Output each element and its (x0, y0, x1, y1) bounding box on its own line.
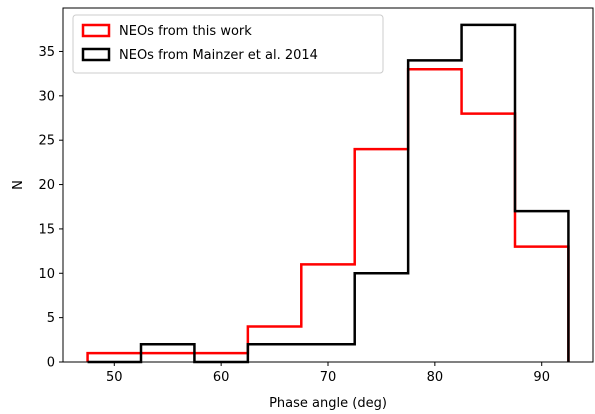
x-tick-label: 90 (533, 370, 550, 385)
y-tick-label: 30 (38, 89, 55, 104)
histogram-bin-s1-8 (515, 211, 568, 362)
x-tick-label: 60 (213, 370, 230, 385)
y-tick-label: 20 (38, 178, 55, 193)
x-tick-label: 80 (427, 370, 444, 385)
histogram-bin-s1-1 (141, 344, 194, 362)
histogram-bin-s0-2 (194, 353, 247, 362)
y-tick-label: 0 (47, 356, 55, 371)
histogram-bin-s1-3 (248, 344, 301, 362)
legend-label-0: NEOs from this work (119, 24, 252, 39)
legend-box (72, 14, 384, 74)
histogram-bin-s1-5 (355, 273, 408, 362)
x-axis-label: Phase angle (deg) (269, 396, 387, 411)
x-axis: 50 60 70 80 90 (106, 362, 550, 385)
x-tick-label: 70 (320, 370, 337, 385)
y-axis: 0 5 10 15 20 25 30 35 (38, 45, 63, 371)
histogram-bin-s1-6 (408, 60, 461, 362)
histogram-bin-s0-0 (88, 353, 141, 362)
legend: NEOs from this work NEOs from Mainzer et … (72, 14, 384, 74)
x-tick-label: 50 (106, 370, 123, 385)
y-axis-label: N (11, 180, 26, 190)
legend-swatch-1 (81, 47, 111, 62)
y-tick-label: 25 (38, 134, 55, 149)
histogram-bin-s1-4 (301, 344, 354, 362)
y-tick-label: 10 (38, 267, 55, 282)
legend-swatch-0 (81, 23, 111, 38)
histogram-bin-s1-7 (462, 25, 515, 362)
y-tick-label: 35 (38, 45, 55, 60)
series-line-1 (87, 23, 570, 364)
y-tick-label: 15 (38, 222, 55, 237)
legend-label-1: NEOs from Mainzer et al. 2014 (119, 48, 318, 63)
y-tick-label: 5 (47, 311, 55, 326)
